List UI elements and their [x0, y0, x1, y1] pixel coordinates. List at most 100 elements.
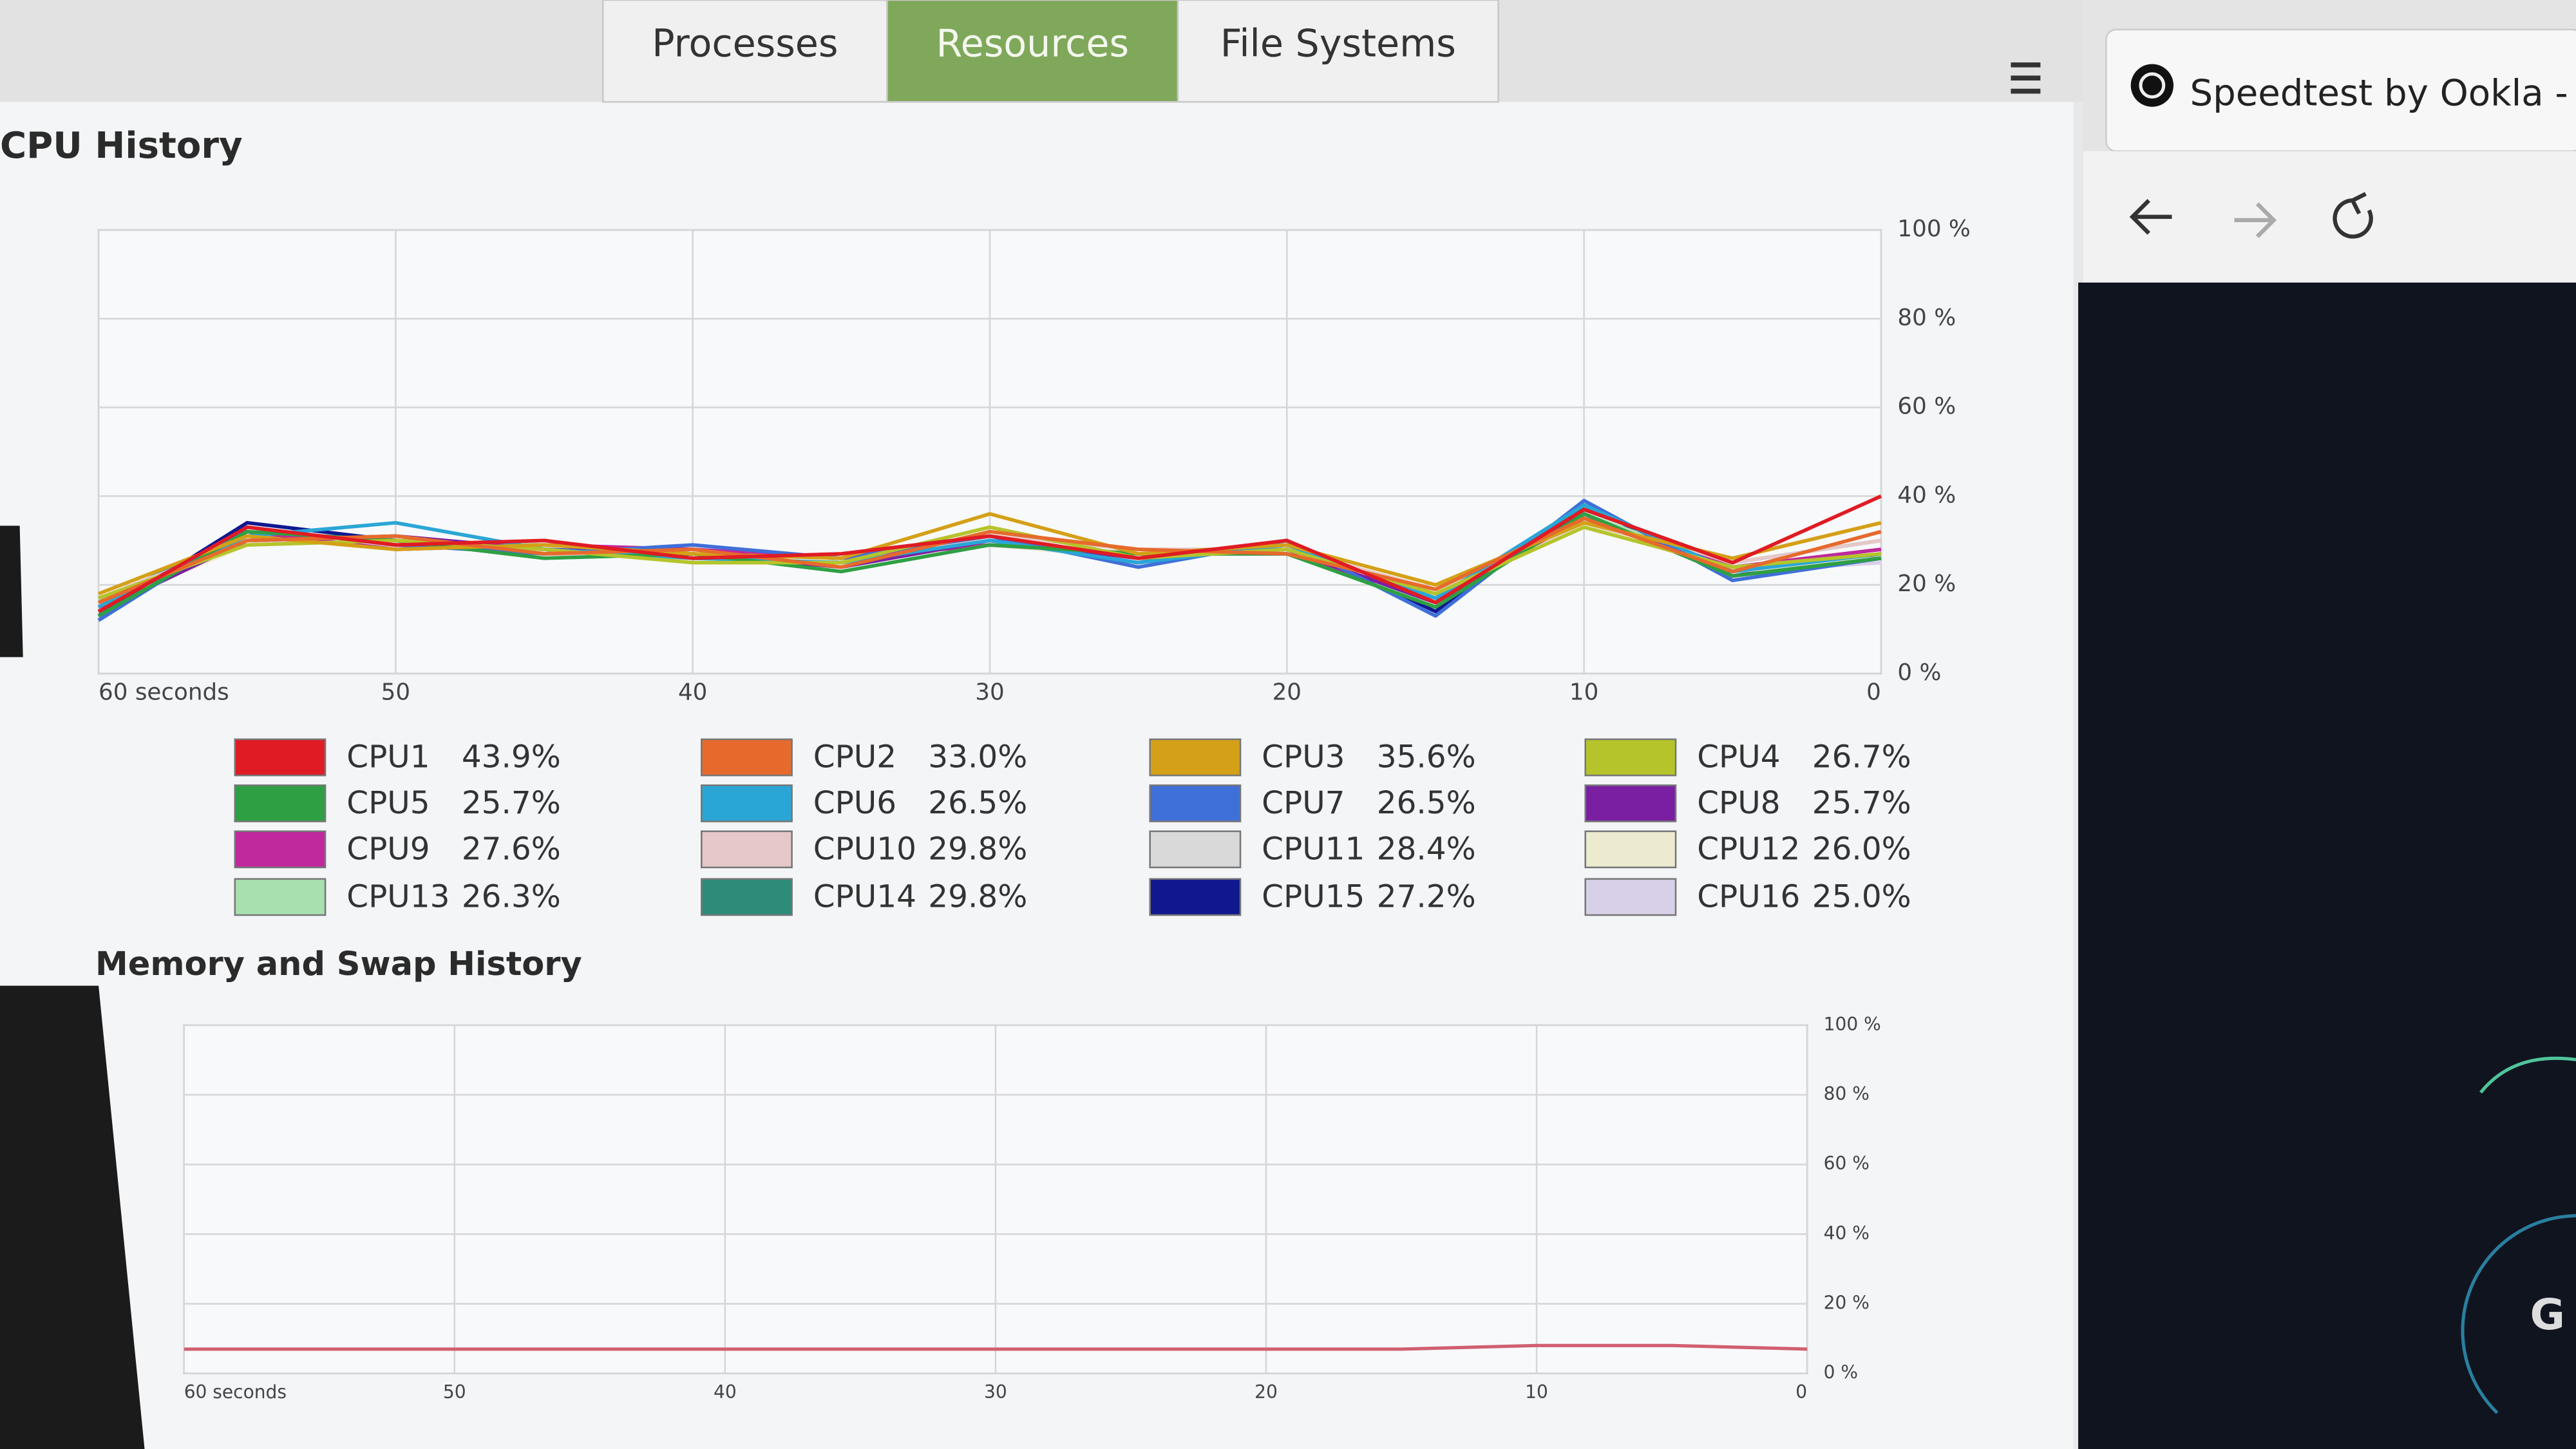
legend-label: CPU9	[346, 831, 430, 867]
back-button[interactable]	[2129, 198, 2172, 235]
legend-swatch[interactable]	[1149, 784, 1242, 822]
legend-value: 35.6%	[1377, 739, 1476, 775]
legend-value: 27.2%	[1377, 878, 1476, 914]
browser-content	[2078, 282, 2576, 1449]
legend-value: 26.5%	[1377, 785, 1476, 821]
legend-value: 27.6%	[462, 831, 561, 867]
legend-swatch[interactable]	[701, 878, 793, 916]
legend-label: CPU8	[1697, 785, 1780, 821]
legend-label: CPU6	[813, 785, 896, 821]
legend-swatch[interactable]	[1584, 784, 1677, 822]
series-line	[98, 525, 1882, 600]
legend-swatch[interactable]	[701, 784, 793, 822]
y-tick-label: 40 %	[1897, 482, 1956, 508]
legend-value: 25.0%	[1812, 878, 1911, 914]
desktop-edge	[0, 526, 23, 658]
legend-swatch[interactable]	[701, 830, 793, 869]
chart-title: CPU History	[0, 125, 243, 167]
legend-value: 26.3%	[462, 878, 561, 914]
legend-swatch[interactable]	[234, 830, 327, 869]
x-tick-label: 20	[1273, 679, 1302, 706]
legend-value: 29.8%	[928, 831, 1027, 867]
legend-value: 26.5%	[928, 785, 1027, 821]
legend-swatch[interactable]	[234, 738, 327, 777]
legend-value: 43.9%	[462, 739, 561, 775]
x-tick-label: 30	[984, 1381, 1007, 1403]
legend-swatch[interactable]	[701, 738, 793, 777]
legend-swatch[interactable]	[1584, 830, 1677, 869]
legend-swatch[interactable]	[1149, 830, 1242, 869]
legend-value: 25.7%	[1812, 785, 1911, 821]
go-button-ring	[2461, 1214, 2576, 1414]
legend-label: CPU15	[1262, 878, 1365, 914]
legend-label: CPU4	[1697, 739, 1780, 775]
legend-value: 29.8%	[928, 878, 1027, 914]
series-line	[98, 512, 1882, 596]
tab[interactable]	[1177, 0, 1499, 103]
y-tick-label: 20 %	[1897, 571, 1956, 597]
legend-label: CPU14	[813, 878, 916, 914]
legend-value: 26.7%	[1812, 739, 1911, 775]
x-tick-label: 60 seconds	[99, 679, 229, 706]
legend-value: 28.4%	[1377, 831, 1476, 867]
legend-swatch[interactable]	[1149, 878, 1242, 916]
menu-icon	[2011, 62, 2041, 68]
legend-label: CPU11	[1262, 831, 1365, 867]
x-tick-label: 20	[1255, 1381, 1278, 1403]
legend-swatch[interactable]	[1149, 738, 1242, 777]
tab-icon	[2130, 64, 2174, 107]
legend-value: 33.0%	[928, 739, 1027, 775]
browser-tab-title: Speedtest by Ookla - T	[2190, 73, 2576, 115]
legend-label: CPU12	[1697, 831, 1800, 867]
tab-label: File Systems	[1220, 22, 1456, 66]
series-line	[97, 516, 1882, 605]
series-line	[97, 494, 1882, 613]
tab-label: Processes	[652, 22, 838, 66]
y-tick-label: 0 %	[1824, 1362, 1858, 1383]
x-tick-label: 10	[1525, 1381, 1548, 1403]
chart-title: Memory and Swap History	[95, 945, 582, 983]
speed-graph	[2479, 1056, 2576, 1094]
legend-label: CPU1	[346, 739, 430, 775]
forward-button[interactable]	[2234, 202, 2277, 238]
legend-swatch[interactable]	[1584, 878, 1677, 916]
x-tick-label: 10	[1569, 679, 1598, 706]
y-tick-label: 100 %	[1824, 1014, 1881, 1035]
legend-label: CPU7	[1262, 785, 1345, 821]
go-button-text[interactable]: G	[2530, 1289, 2565, 1340]
legend-value: 26.0%	[1812, 831, 1911, 867]
tab-icon	[2139, 72, 2166, 99]
legend-label: CPU5	[346, 785, 430, 821]
series-line	[184, 1343, 1808, 1351]
x-tick-label: 50	[443, 1381, 466, 1403]
menu-icon	[2011, 75, 2041, 80]
legend-swatch[interactable]	[234, 878, 327, 916]
legend-label: CPU2	[813, 739, 896, 775]
tab[interactable]	[886, 0, 1179, 103]
legend-label: CPU10	[813, 831, 916, 867]
legend-swatch[interactable]	[1584, 738, 1677, 777]
legend-swatch[interactable]	[234, 784, 327, 822]
tab[interactable]	[601, 0, 888, 103]
reload-button[interactable]	[2333, 192, 2373, 239]
y-tick-label: 0 %	[1897, 659, 1941, 686]
x-tick-label: 30	[975, 679, 1004, 706]
y-tick-label: 20 %	[1824, 1292, 1870, 1313]
legend-value: 25.7%	[462, 785, 561, 821]
y-tick-label: 100 %	[1897, 216, 1970, 242]
series-line	[97, 503, 1882, 609]
legend-label: CPU16	[1697, 878, 1800, 914]
legend-label: CPU3	[1262, 739, 1345, 775]
desktop-edge	[0, 985, 145, 1449]
y-tick-label: 40 %	[1824, 1222, 1870, 1244]
x-tick-label: 40	[714, 1381, 737, 1403]
menu-button[interactable]	[2011, 62, 2041, 94]
y-tick-label: 80 %	[1824, 1083, 1870, 1104]
x-tick-label: 0	[1795, 1381, 1807, 1403]
y-tick-label: 60 %	[1824, 1153, 1870, 1174]
menu-icon	[2011, 88, 2041, 94]
x-tick-label: 60 seconds	[184, 1381, 287, 1403]
x-tick-label: 50	[381, 679, 410, 706]
